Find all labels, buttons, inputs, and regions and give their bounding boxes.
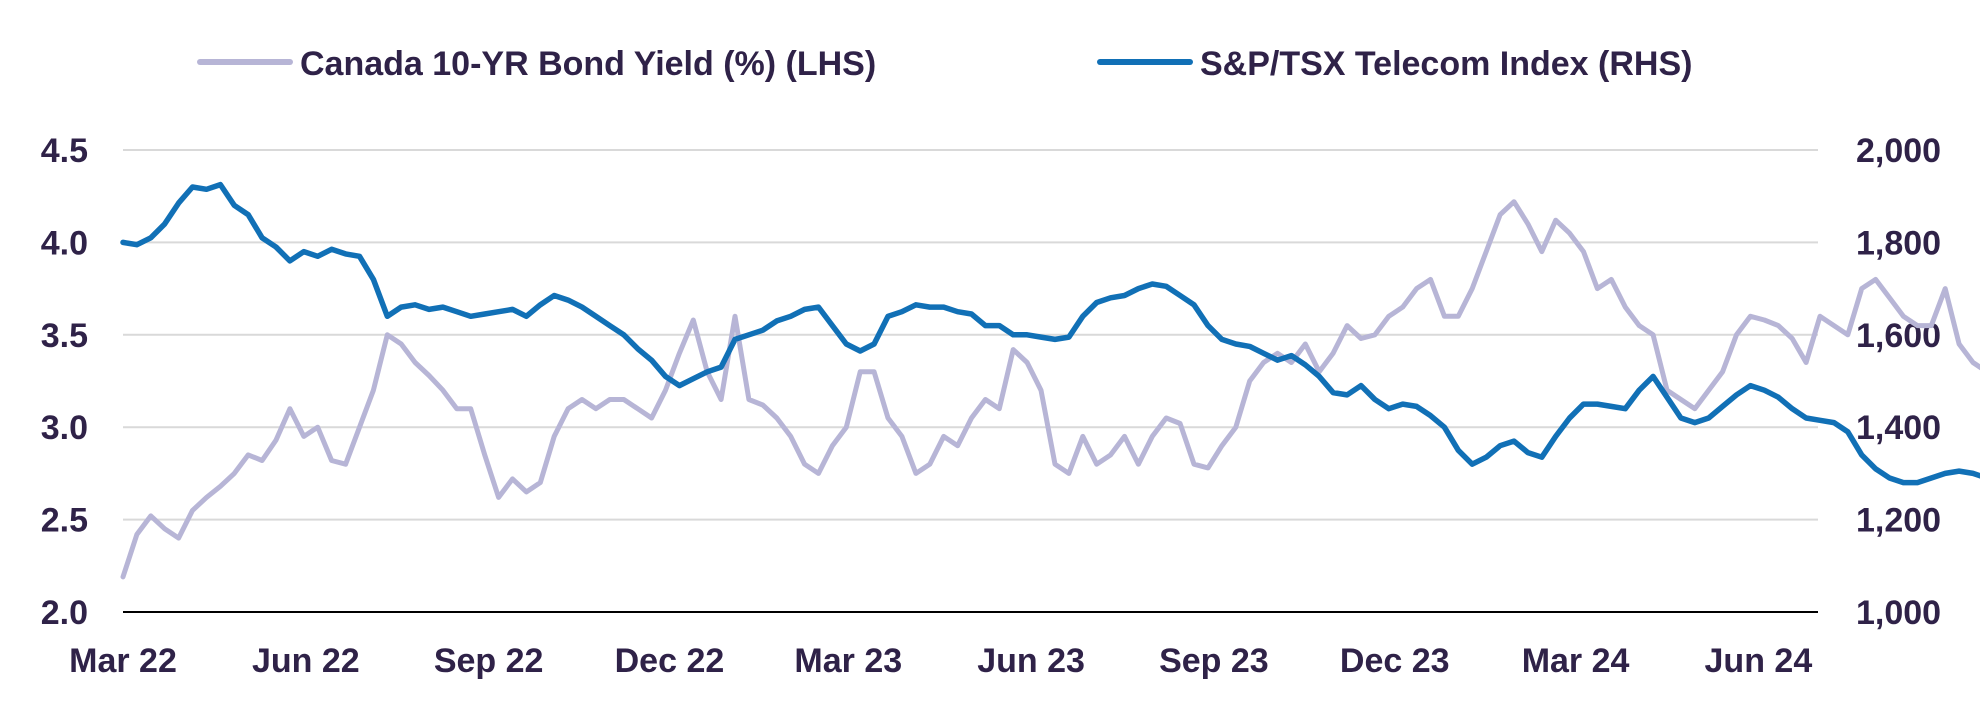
right-y-tick-label: 1,400 — [1856, 409, 1941, 447]
x-tick-label: Jun 24 — [1705, 642, 1813, 680]
x-tick-label: Dec 22 — [615, 642, 725, 680]
legend: Canada 10-YR Bond Yield (%) (LHS) S&P/TSX… — [197, 45, 1692, 83]
legend-label: Canada 10-YR Bond Yield (%) (LHS) — [300, 45, 876, 83]
left-y-tick-label: 3.5 — [41, 317, 88, 355]
right-y-tick-label: 1,600 — [1856, 317, 1941, 355]
right-y-tick-label: 1,000 — [1856, 594, 1941, 632]
left-axis: 2.0 2.5 3.0 3.5 4.0 4.5 — [41, 132, 88, 632]
legend-item-bond-yield: Canada 10-YR Bond Yield (%) (LHS) — [197, 45, 876, 83]
x-tick-label: Dec 23 — [1340, 642, 1450, 680]
left-y-tick-label: 4.0 — [41, 224, 88, 262]
gridlines — [123, 149, 1818, 521]
x-tick-label: Sep 22 — [434, 642, 544, 680]
x-tick-label: Mar 22 — [69, 642, 177, 680]
right-y-tick-label: 2,000 — [1856, 132, 1941, 170]
legend-item-telecom-index: S&P/TSX Telecom Index (RHS) — [1097, 45, 1692, 83]
right-y-tick-label: 1,200 — [1856, 502, 1941, 540]
left-y-tick-label: 2.0 — [41, 594, 88, 632]
legend-label: S&P/TSX Telecom Index (RHS) — [1200, 45, 1692, 83]
left-y-tick-label: 4.5 — [41, 132, 88, 170]
right-axis: 1,000 1,200 1,400 1,600 1,800 2,000 — [1856, 132, 1941, 632]
series-lines — [120, 181, 1980, 580]
x-tick-label: Sep 23 — [1159, 642, 1269, 680]
x-axis: Mar 22 Jun 22 Sep 22 Dec 22 Mar 23 Jun 23 Sep … — [69, 611, 1818, 680]
right-y-tick-label: 1,800 — [1856, 224, 1941, 262]
left-y-tick-label: 2.5 — [41, 502, 88, 540]
x-tick-label: Mar 23 — [794, 642, 902, 680]
left-y-tick-label: 3.0 — [41, 409, 88, 447]
x-tick-label: Jun 22 — [252, 642, 360, 680]
x-tick-label: Mar 24 — [1522, 642, 1630, 680]
series-line-telecom-index — [120, 181, 1980, 486]
series-line-bond-yield — [120, 199, 1980, 580]
x-tick-label: Jun 23 — [977, 642, 1085, 680]
